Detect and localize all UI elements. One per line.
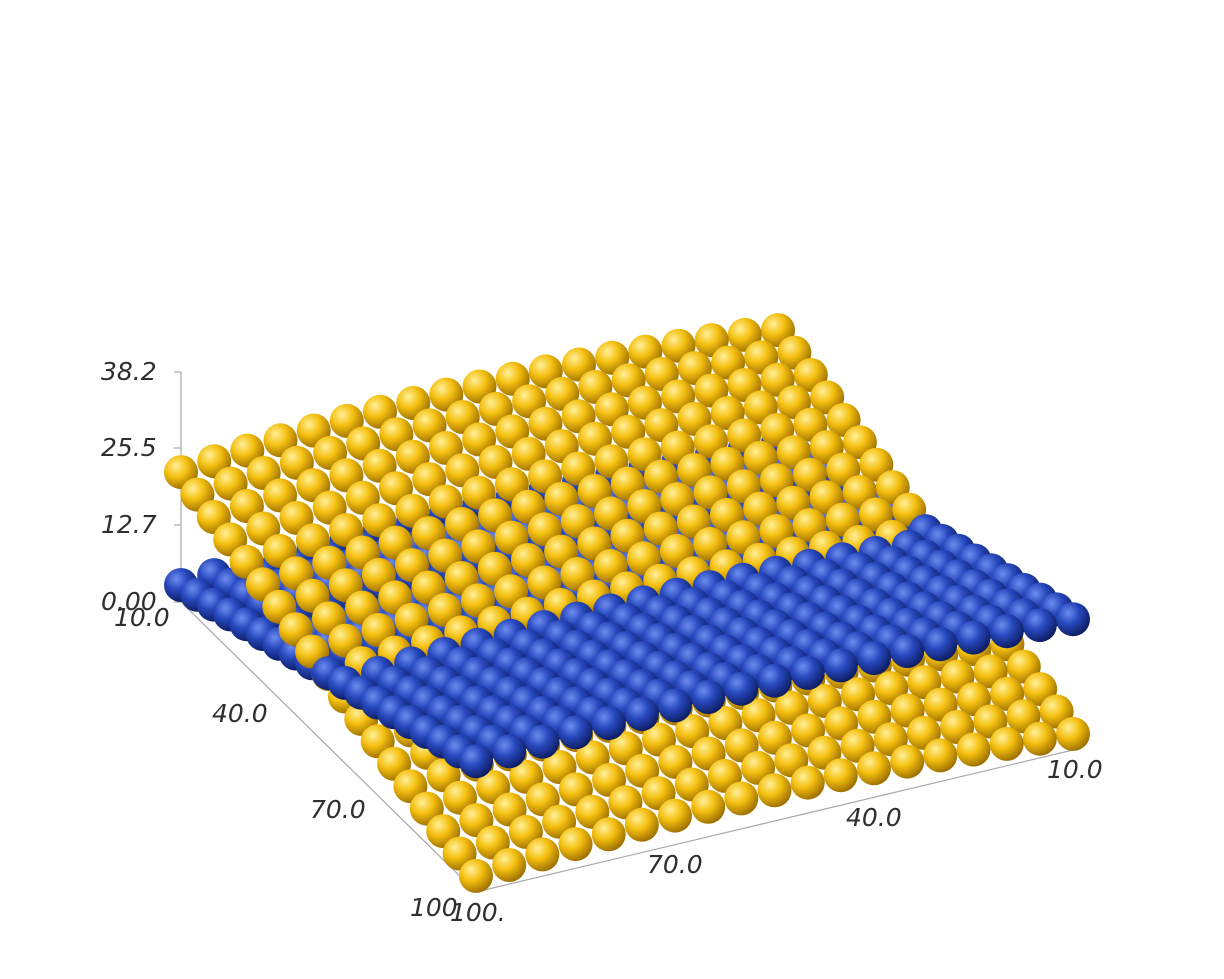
x-tick-label-2: 70.0	[647, 850, 703, 879]
data-point-series-0	[1056, 602, 1090, 637]
data-point-series-0	[591, 706, 626, 741]
data-point-series-1	[757, 773, 792, 808]
y-tick-label-2: 70.0	[310, 795, 366, 824]
y-tick-label-3: 100	[410, 893, 458, 922]
y-tick-label-0: 10.0	[114, 603, 170, 632]
data-point-series-0	[989, 614, 1024, 649]
data-point-series-1	[624, 807, 659, 842]
data-point-series-1	[790, 765, 825, 800]
data-point-series-0	[558, 715, 593, 750]
x-tick-label-1: 40.0	[846, 803, 902, 832]
x-tick-label-0: 10.0	[1047, 755, 1103, 784]
data-point-series-0	[1022, 608, 1057, 643]
data-point-series-1	[558, 827, 593, 862]
data-point-series-1	[1056, 716, 1090, 751]
data-point-series-0	[823, 648, 858, 683]
data-point-series-1	[956, 732, 991, 767]
x-tick-label-3: 100.	[450, 898, 506, 927]
data-point-series-0	[724, 671, 759, 706]
data-point-series-1	[591, 817, 626, 852]
z-tick-label-2: 25.5	[101, 433, 157, 462]
data-point-series-1	[691, 789, 726, 824]
data-point-series-0	[956, 620, 991, 655]
y-tick-label-1: 40.0	[212, 699, 268, 728]
data-point-series-0	[691, 680, 726, 714]
data-point-series-1	[658, 798, 692, 833]
data-point-series-1	[492, 848, 527, 882]
tick-labels: 38.2 25.5 12.7 0.00 10.0 40.0 70.0 100 1…	[101, 357, 1103, 927]
data-point-series-1	[1022, 721, 1057, 756]
data-point-series-0	[923, 627, 958, 662]
data-point-series-0	[658, 688, 692, 723]
data-point-series-1	[890, 744, 925, 779]
data-point-series-0	[624, 697, 659, 732]
data-point-series-0	[857, 641, 891, 676]
data-point-series-1	[724, 781, 759, 816]
z-tick-label-1: 12.7	[101, 510, 157, 539]
data-point-series-0	[890, 634, 925, 668]
data-points	[164, 313, 1090, 893]
z-tick-label-0: 0.00	[101, 587, 157, 616]
data-point-series-0	[459, 744, 493, 779]
data-point-series-1	[857, 751, 891, 786]
data-point-series-1	[823, 758, 858, 793]
data-point-series-1	[459, 858, 493, 893]
y-axis-line	[180, 601, 477, 893]
data-point-series-1	[525, 837, 560, 872]
data-point-series-0	[790, 655, 825, 690]
data-point-series-1	[923, 738, 958, 773]
z-tick-label-3: 38.2	[101, 357, 157, 386]
data-point-series-1	[989, 726, 1024, 761]
data-point-series-0	[492, 734, 527, 769]
x-axis-line	[475, 749, 1074, 893]
data-point-series-0	[525, 724, 560, 759]
data-point-series-0	[757, 663, 792, 698]
